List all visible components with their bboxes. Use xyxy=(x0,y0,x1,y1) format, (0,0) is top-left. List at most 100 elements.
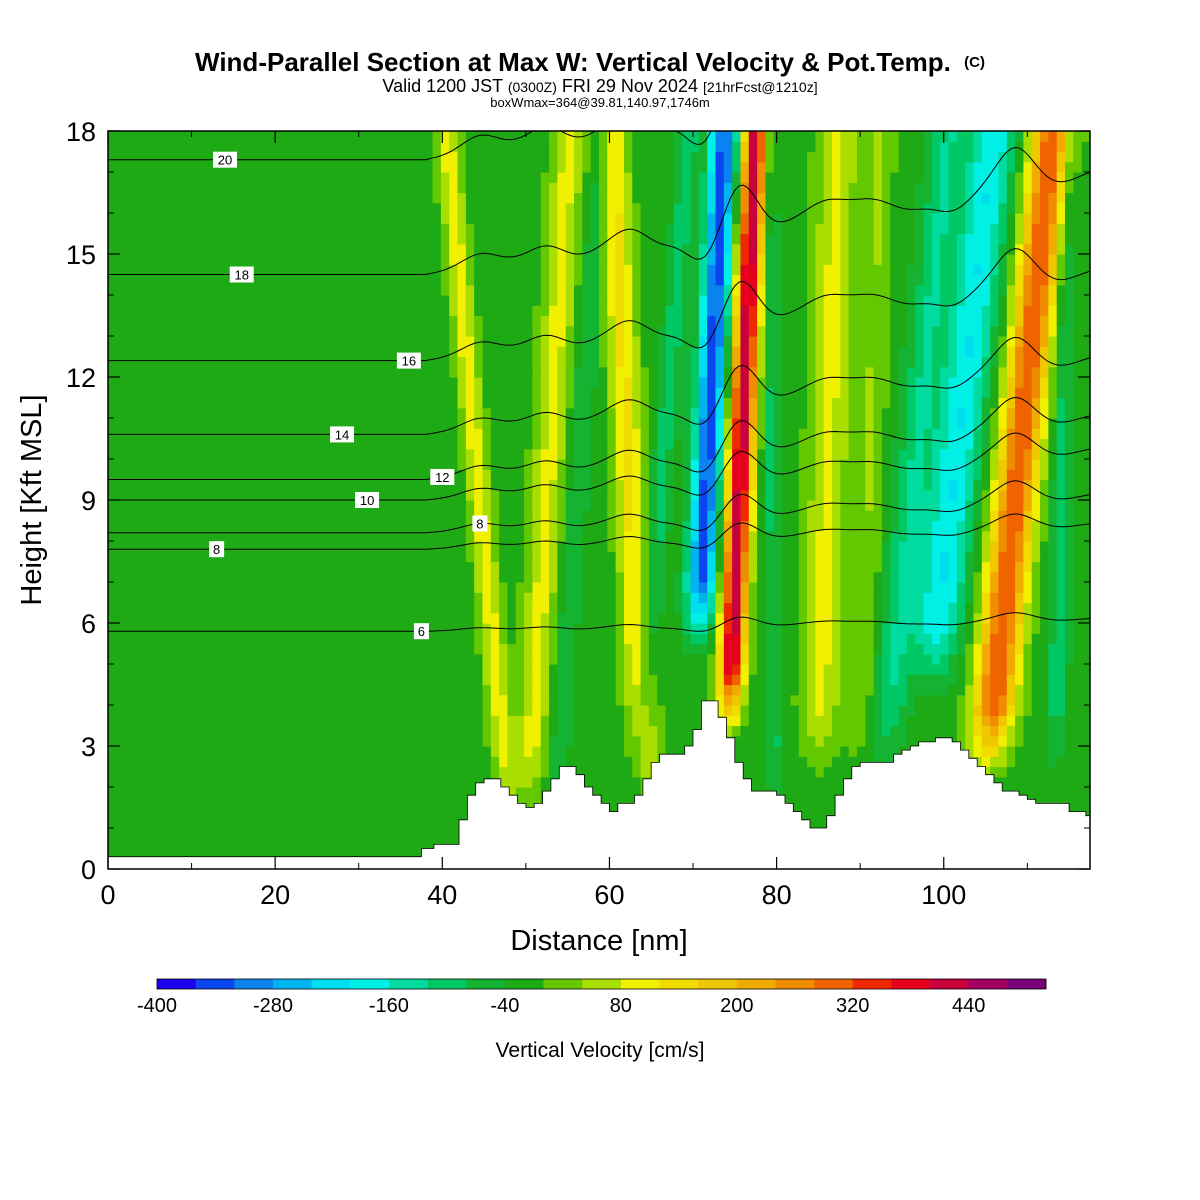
field-cell xyxy=(332,397,342,409)
field-cell xyxy=(291,561,300,573)
field-cell xyxy=(673,438,683,450)
field-cell xyxy=(440,397,450,409)
valid-time: Valid 1200 JST (0300Z) FRI 29 Nov 2024 [… xyxy=(382,76,817,96)
field-cell xyxy=(424,295,434,306)
field-cell xyxy=(199,653,209,665)
field-cell xyxy=(665,131,675,142)
field-cell xyxy=(108,356,117,368)
field-cell xyxy=(399,674,409,686)
field-cell xyxy=(632,182,642,194)
field-cell xyxy=(673,141,683,153)
field-cell xyxy=(307,623,317,634)
field-cell xyxy=(108,643,117,655)
field-cell xyxy=(316,213,325,224)
field-cell xyxy=(507,448,517,460)
field-cell xyxy=(449,684,459,696)
field-cell xyxy=(474,643,484,655)
field-cell xyxy=(207,571,217,583)
field-cell xyxy=(648,674,658,686)
field-cell xyxy=(116,500,126,511)
field-cell xyxy=(565,233,575,245)
field-cell xyxy=(474,469,484,481)
field-cell xyxy=(415,838,425,850)
field-cell xyxy=(474,243,484,255)
field-cell xyxy=(565,746,575,757)
field-cell xyxy=(116,182,126,194)
field-cell xyxy=(291,448,300,460)
field-cell xyxy=(207,346,217,358)
field-cell xyxy=(524,510,534,522)
field-cell xyxy=(266,264,276,276)
field-cell xyxy=(282,366,292,378)
field-cell xyxy=(557,520,567,532)
field-cell xyxy=(282,336,292,347)
field-cell xyxy=(257,561,267,573)
field-cell xyxy=(399,459,409,470)
field-cell xyxy=(266,612,276,624)
field-cell xyxy=(532,602,542,614)
field-cell xyxy=(132,141,142,153)
field-cell xyxy=(232,213,242,224)
field-cell xyxy=(249,305,259,317)
field-cell xyxy=(632,336,642,347)
field-cell xyxy=(241,623,251,634)
field-cell xyxy=(232,346,242,358)
field-cell xyxy=(532,213,542,224)
field-cell xyxy=(482,438,492,450)
field-cell xyxy=(257,243,267,255)
field-cell xyxy=(191,346,201,358)
field-cell xyxy=(316,602,325,614)
field-cell xyxy=(207,254,217,265)
field-cell xyxy=(216,295,226,306)
field-cell xyxy=(490,746,500,757)
field-cell xyxy=(266,776,276,788)
field-cell xyxy=(657,571,667,583)
field-cell xyxy=(108,582,117,593)
field-cell xyxy=(116,418,126,429)
field-cell xyxy=(623,387,633,399)
field-cell xyxy=(199,489,209,501)
field-cell xyxy=(349,274,359,286)
field-cell xyxy=(166,336,176,347)
field-cell xyxy=(365,387,375,399)
field-cell xyxy=(266,510,276,522)
field-cell xyxy=(282,356,292,368)
field-cell xyxy=(349,366,359,378)
field-cell xyxy=(141,315,151,327)
field-cell xyxy=(465,336,475,347)
field-cell xyxy=(274,787,284,798)
field-cell xyxy=(465,305,475,317)
field-cell xyxy=(341,582,350,593)
field-cell xyxy=(224,315,234,327)
field-cell xyxy=(540,264,550,276)
field-cell xyxy=(424,325,434,337)
field-cell xyxy=(648,274,658,286)
field-cell xyxy=(291,746,300,757)
field-cell xyxy=(316,243,325,255)
field-cell xyxy=(515,664,525,675)
field-cell xyxy=(349,377,359,388)
field-cell xyxy=(440,192,450,204)
field-cell xyxy=(282,243,292,255)
field-cell xyxy=(490,151,500,163)
field-cell xyxy=(108,233,117,245)
field-cell xyxy=(557,469,567,481)
field-cell xyxy=(291,807,300,819)
field-cell xyxy=(282,448,292,460)
field-cell xyxy=(174,264,184,276)
field-cell xyxy=(515,336,525,347)
field-cell xyxy=(657,223,667,235)
field-cell xyxy=(174,305,184,317)
field-cell xyxy=(507,459,517,470)
field-cell xyxy=(607,479,617,491)
field-cell xyxy=(407,684,417,696)
field-cell xyxy=(241,366,251,378)
field-cell xyxy=(249,756,259,768)
field-cell xyxy=(124,489,134,501)
field-cell xyxy=(549,356,558,368)
field-cell xyxy=(657,551,667,563)
field-cell xyxy=(482,397,492,409)
field-cell xyxy=(557,735,567,747)
field-cell xyxy=(440,346,450,358)
field-cell xyxy=(540,202,550,214)
